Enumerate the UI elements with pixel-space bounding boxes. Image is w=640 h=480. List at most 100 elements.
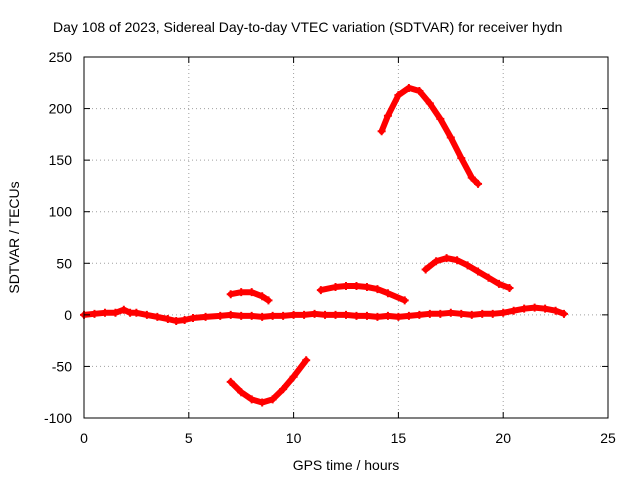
data-point [237,288,246,297]
data-point [478,309,487,318]
y-axis-label: SDTVAR / TECUs [6,181,22,293]
x-tick-label: 15 [391,430,407,446]
data-point [559,309,568,318]
data-point [258,398,267,407]
data-point [352,281,361,290]
data-point [373,285,382,294]
data-point [331,283,340,292]
y-tick-label: -50 [52,358,72,374]
series-arc3 [317,283,408,304]
data-point [289,310,298,319]
data-point [163,314,172,323]
data-point [474,179,483,188]
x-tick-label: 10 [286,430,302,446]
data-point [488,309,497,318]
x-tick-label: 25 [600,430,616,446]
data-point [436,114,445,123]
data-point [316,286,325,295]
data-point [453,256,462,265]
data-point [90,309,99,318]
data-point [484,273,493,282]
data-point [310,309,319,318]
data-point [415,87,424,96]
y-tick-label: 250 [49,49,73,65]
data-point [237,311,246,320]
data-point [425,99,434,108]
data-point [383,111,392,120]
data-point [362,311,371,320]
data-point [394,312,403,321]
data-point [331,310,340,319]
data-point [111,308,120,317]
data-point [520,304,529,313]
data-point [495,279,504,288]
data-point [446,308,455,317]
data-point [279,385,288,394]
data-point [342,310,350,319]
x-tick-label: 0 [80,430,88,446]
data-point [300,310,309,319]
data-point [474,267,483,276]
data-point [321,310,330,319]
data-point [226,290,235,299]
data-point [247,311,256,320]
series-arc2 [227,357,310,406]
data-point [541,304,550,313]
data-point [551,306,560,315]
y-tick-label: 150 [49,152,73,168]
data-point [373,312,382,321]
data-point [436,309,445,318]
data-point [226,310,235,319]
data-point [446,133,455,142]
data-point [258,312,267,321]
data-point [119,305,128,314]
y-tick-label: 0 [64,307,72,323]
data-point [289,372,298,381]
data-point [237,388,246,397]
data-point [362,283,371,292]
y-tick-label: 100 [49,204,73,220]
data-point [457,309,466,318]
data-point [172,317,181,326]
data-point [258,292,267,301]
data-point [404,311,413,320]
data-point [467,173,476,182]
data-point [425,309,434,318]
data-point [400,296,409,305]
plot-border [83,56,609,419]
data-point [188,313,197,322]
data-point [247,288,256,297]
data-point [394,91,403,100]
data-point [279,311,288,320]
data-point [499,308,508,317]
chart-title-area: Day 108 of 2023, Sidereal Day-to-day VTE… [0,0,640,50]
data-point [352,311,361,320]
data-point [383,311,392,320]
data-point [180,316,189,325]
data-point [404,83,413,92]
x-tick-label: 5 [185,430,193,446]
y-tick-label: 200 [49,101,73,117]
data-point [463,261,472,270]
data-point [415,310,424,319]
data-point [421,265,430,274]
data-point [342,281,350,290]
data-point [226,377,235,386]
data-point [201,312,210,321]
data-point [467,310,476,319]
data-point [377,127,386,136]
data-point [142,310,151,319]
x-tick-label: 20 [495,430,511,446]
data-point [432,257,441,266]
data-point [442,254,451,263]
data-point [383,289,392,298]
data-point [268,311,277,320]
data-point [100,308,109,317]
data-point [153,312,162,321]
data-point [530,303,539,312]
data-point [509,306,518,315]
data-point [264,296,273,305]
data-point [216,311,225,320]
data-point [268,395,277,404]
